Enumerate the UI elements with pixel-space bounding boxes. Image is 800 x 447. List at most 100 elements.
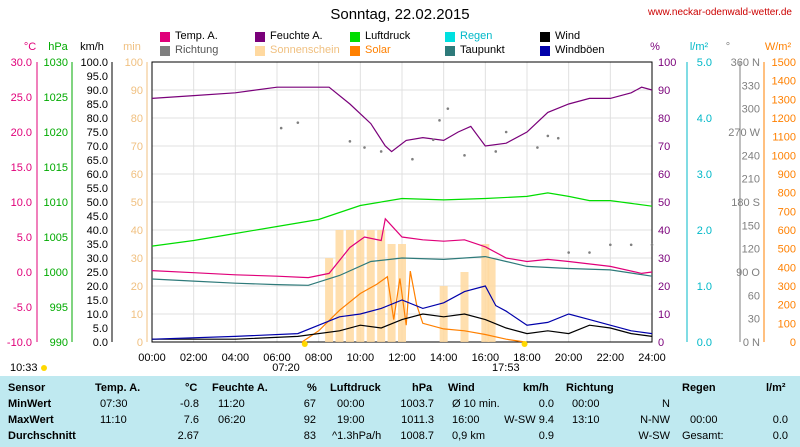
stats-row-min-label: MinWert bbox=[8, 398, 52, 410]
y-tick-dir: 120 bbox=[742, 244, 760, 256]
legend-swatch-solar bbox=[350, 46, 360, 56]
y-tick-sun: 10 bbox=[131, 309, 143, 321]
direction-point bbox=[588, 251, 591, 254]
legend-swatch-sunshine bbox=[255, 46, 265, 56]
stats-max-temp-time: 11:10 bbox=[100, 414, 127, 426]
stats-table: Sensor Temp. A. °C Feuchte A. % Luftdruc… bbox=[0, 376, 800, 447]
sunshine-bar bbox=[487, 258, 496, 342]
y-tick-sun: 100 bbox=[125, 57, 143, 69]
stats-header-temp-unit: °C bbox=[185, 382, 198, 394]
y-tick-sun: 50 bbox=[131, 197, 143, 209]
series-line-wind bbox=[152, 313, 653, 340]
y-tick-solar: 1400 bbox=[772, 76, 796, 88]
direction-point bbox=[411, 157, 414, 161]
y-tick-rain: 5.0 bbox=[697, 57, 712, 69]
y-tick-dir: 300 bbox=[742, 104, 760, 116]
y-tick-dir: 150 bbox=[742, 220, 760, 232]
y-tick-press: 1010 bbox=[44, 197, 68, 209]
y-tick-solar: 600 bbox=[778, 225, 796, 237]
y-tick-wind: 60.0 bbox=[87, 169, 108, 181]
stats-max-hum-val: 92 bbox=[303, 414, 316, 426]
y-tick-dir: 360 N bbox=[731, 57, 760, 69]
stats-header-wind: Wind bbox=[448, 382, 475, 394]
y-tick-dir: 330 bbox=[742, 80, 760, 92]
stats-avg-press-val: 1008.7 bbox=[400, 430, 434, 442]
y-tick-hum: 60 bbox=[658, 169, 670, 181]
y-tick-sun: 60 bbox=[131, 169, 143, 181]
direction-point bbox=[296, 121, 300, 124]
y-tick-hum: 50 bbox=[658, 197, 670, 209]
y-tick-rain: 1.0 bbox=[697, 281, 712, 293]
y-tick-temp: 15.0 bbox=[11, 162, 32, 174]
x-tick-label: 10:00 bbox=[347, 352, 375, 364]
stats-max-rain-time: 00:00 bbox=[690, 414, 718, 426]
stats-avg-wind-val: 0.9 bbox=[538, 430, 554, 442]
y-tick-temp: 10.0 bbox=[11, 197, 32, 209]
stats-header-rain-unit: l/m² bbox=[766, 382, 786, 394]
direction-point bbox=[279, 126, 283, 130]
axis-header-dir: ° bbox=[726, 41, 730, 53]
stats-max-hum-time: 06:20 bbox=[218, 414, 246, 426]
direction-point bbox=[650, 243, 654, 247]
axis-header-rain: l/m² bbox=[690, 41, 709, 53]
x-tick-label: 06:00 bbox=[263, 352, 291, 364]
sunshine-bar bbox=[460, 272, 469, 342]
y-tick-temp: -10.0 bbox=[7, 337, 32, 349]
y-tick-hum: 10 bbox=[658, 309, 670, 321]
series-line-solar bbox=[301, 270, 525, 343]
y-tick-temp: 0.0 bbox=[17, 267, 32, 279]
y-tick-sun: 80 bbox=[131, 113, 143, 125]
x-tick-label: 16:00 bbox=[472, 352, 500, 364]
series-line-taupunkt bbox=[151, 255, 653, 286]
y-tick-solar: 700 bbox=[778, 206, 796, 218]
y-tick-hum: 100 bbox=[658, 57, 676, 69]
stats-header-humidity-unit: % bbox=[307, 382, 317, 394]
sunshine-bar bbox=[439, 286, 448, 342]
y-tick-hum: 90 bbox=[658, 85, 670, 97]
y-tick-dir: 210 bbox=[742, 174, 760, 186]
sunset-time: 17:53 bbox=[492, 362, 520, 374]
stats-min-dir-time: 00:00 bbox=[572, 398, 600, 410]
stats-header-rain: Regen bbox=[682, 382, 716, 394]
site-url[interactable]: www.neckar-odenwald-wetter.de bbox=[648, 7, 792, 18]
stats-min-wind-time: Ø 10 min. bbox=[452, 398, 500, 410]
y-tick-dir: 270 W bbox=[728, 127, 760, 139]
y-tick-rain: 3.0 bbox=[697, 169, 712, 181]
direction-point bbox=[546, 134, 550, 138]
y-tick-press: 1005 bbox=[44, 232, 68, 244]
y-tick-press: 1030 bbox=[44, 57, 68, 69]
y-tick-sun: 70 bbox=[131, 141, 143, 153]
stats-header-humidity: Feuchte A. bbox=[212, 382, 268, 394]
sunshine-bar bbox=[325, 258, 334, 342]
y-tick-solar: 800 bbox=[778, 188, 796, 200]
stats-row-max-label: MaxWert bbox=[8, 414, 54, 426]
stats-min-wind-val: 0.0 bbox=[538, 398, 554, 410]
legend-swatch-temp bbox=[160, 32, 170, 42]
y-tick-solar: 1200 bbox=[772, 113, 796, 125]
stats-max-rain-val: 0.0 bbox=[772, 414, 788, 426]
y-tick-solar: 200 bbox=[778, 300, 796, 312]
y-tick-press: 1020 bbox=[44, 127, 68, 139]
y-tick-dir: 90 O bbox=[736, 267, 760, 279]
stats-avg-rain-val: 0.0 bbox=[772, 430, 788, 442]
legend-swatch-direction bbox=[160, 46, 170, 56]
stats-header-pressure-unit: hPa bbox=[412, 382, 433, 394]
legend-label-pressure: Luftdruck bbox=[365, 30, 411, 42]
stats-max-press-val: 1011.3 bbox=[401, 414, 434, 426]
legend-swatch-gusts bbox=[540, 46, 550, 56]
y-tick-dir: 180 S bbox=[731, 197, 760, 209]
direction-point bbox=[556, 136, 560, 140]
y-tick-wind: 10.0 bbox=[87, 309, 108, 321]
axis-header-solar: W/m² bbox=[765, 41, 792, 53]
direction-point bbox=[629, 243, 633, 247]
sunshine-bar bbox=[366, 230, 375, 342]
y-tick-wind: 5.0 bbox=[93, 323, 108, 335]
stats-min-temp-val: -0.8 bbox=[180, 398, 199, 410]
legend-label-gusts: Windböen bbox=[555, 44, 605, 56]
series-line-windb-en bbox=[151, 285, 653, 340]
legend-swatch-rain bbox=[445, 32, 455, 42]
stats-max-temp-val: 7.6 bbox=[183, 414, 199, 426]
stats-max-press-time: 19:00 bbox=[337, 414, 365, 426]
x-tick-label: 04:00 bbox=[222, 352, 250, 364]
y-tick-wind: 15.0 bbox=[87, 295, 108, 307]
